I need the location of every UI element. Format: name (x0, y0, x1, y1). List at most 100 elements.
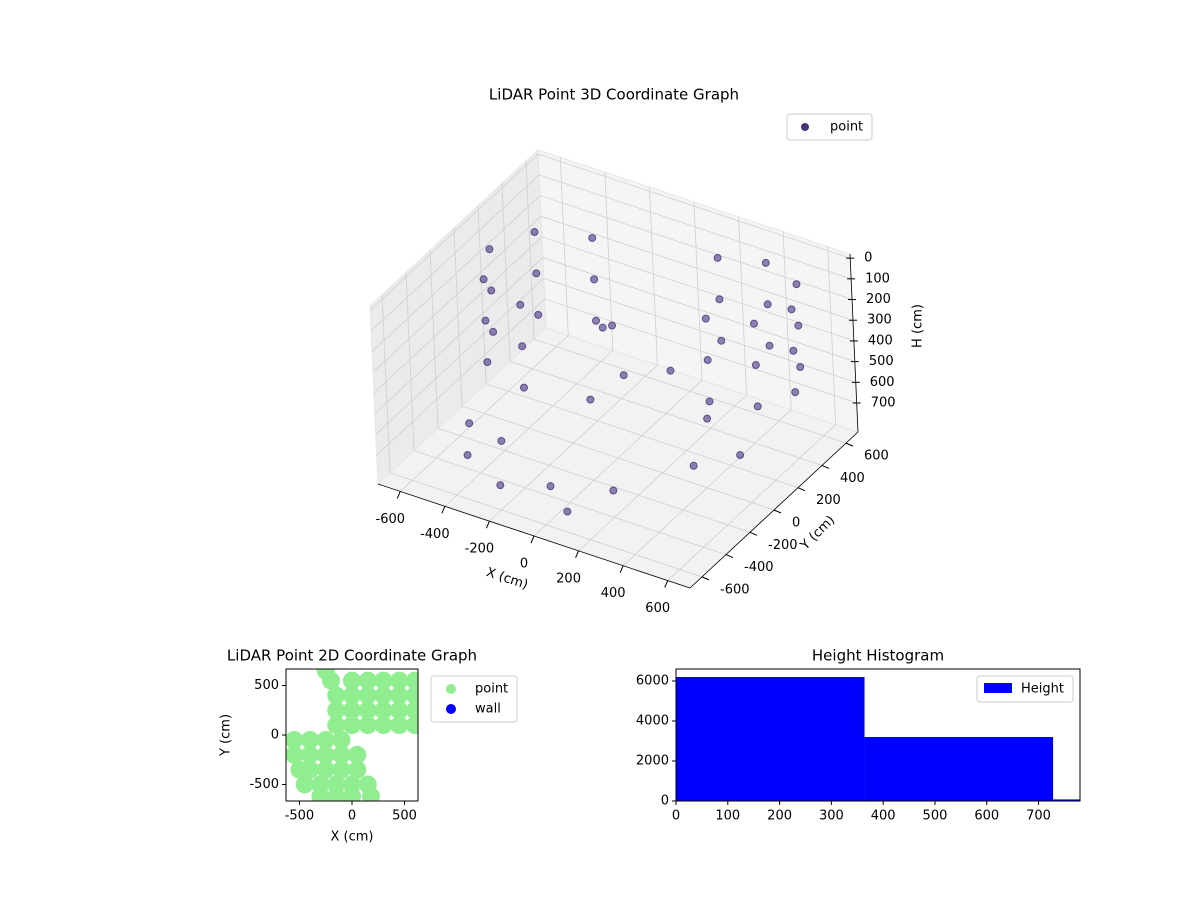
grid-line (374, 257, 855, 414)
y-tick (773, 509, 782, 514)
legend-label: point (830, 120, 863, 135)
point (705, 397, 714, 406)
point (483, 358, 492, 367)
y-tick (701, 576, 710, 581)
y-tick-label: -500 (249, 777, 279, 792)
point (332, 760, 351, 779)
grid-line (375, 277, 856, 435)
point (343, 701, 361, 720)
grid-line (376, 298, 857, 456)
x-tick-label: -600 (376, 512, 406, 527)
point (374, 716, 393, 735)
grid-line (372, 215, 854, 373)
legend-label: wall (475, 702, 501, 717)
point (374, 671, 393, 690)
legend-box (786, 113, 873, 141)
point (753, 402, 762, 411)
x-tick (396, 491, 401, 499)
bar (864, 737, 1054, 801)
grid-line (369, 153, 851, 311)
x-tick-label: 600 (645, 601, 670, 616)
plot-area (676, 677, 1080, 801)
x-axis (377, 483, 691, 589)
x-tick-label: -500 (285, 809, 315, 824)
y-tick (725, 554, 734, 559)
bar (676, 677, 865, 801)
point (406, 671, 418, 690)
point (761, 258, 770, 267)
y-axis-label: Y (cm) (797, 513, 838, 554)
x-tick-label: 600 (974, 809, 999, 824)
x-axis-label: X (cm) (331, 830, 374, 845)
grid-line (373, 236, 855, 394)
point (792, 280, 801, 289)
y-tick (749, 531, 758, 536)
x-tick-label: 200 (556, 571, 581, 586)
chart-title: LiDAR Point 2D Coordinate Graph (227, 647, 477, 665)
point (481, 316, 490, 325)
grid-line (429, 250, 751, 533)
x-tick-label: 200 (767, 809, 792, 824)
point (374, 686, 393, 705)
point (327, 701, 346, 720)
bar (1053, 799, 1080, 801)
y-tick-label: 500 (254, 678, 279, 693)
point (519, 383, 528, 392)
y-tick-label: 6000 (636, 674, 669, 689)
z-tick-label: 700 (871, 396, 896, 411)
point (789, 346, 798, 355)
point (465, 419, 474, 428)
z-tick-label: 100 (865, 271, 890, 286)
z-tick-label: 600 (870, 375, 895, 390)
point (295, 775, 314, 794)
grid-line (405, 272, 727, 555)
x-tick (664, 580, 669, 588)
point (374, 701, 393, 720)
point (311, 787, 330, 801)
point (316, 730, 335, 749)
point (591, 316, 600, 325)
grid-line (525, 161, 847, 444)
point (791, 388, 800, 397)
x-tick-label: -400 (420, 527, 450, 542)
point (390, 716, 409, 735)
x-tick-label: 300 (819, 809, 844, 824)
point (332, 745, 351, 764)
axes-frame (675, 668, 1081, 802)
grid-line (489, 187, 658, 522)
z-tick-label: 0 (864, 251, 872, 266)
chart-title: Height Histogram (812, 647, 944, 665)
grid-line (444, 172, 614, 507)
point (736, 451, 745, 460)
chart-title: LiDAR Point 3D Coordinate Graph (489, 86, 739, 104)
y-tick (797, 487, 806, 492)
point (343, 686, 361, 705)
y-tick-label: -600 (720, 582, 750, 597)
legend-marker (446, 704, 456, 714)
point (516, 300, 525, 309)
point (358, 716, 377, 735)
y-tick-label: 400 (840, 471, 865, 486)
grid-line (400, 157, 569, 492)
z-tick-label: 500 (869, 354, 894, 369)
grid-line (371, 195, 853, 352)
plot-area (286, 669, 418, 801)
point (487, 286, 496, 295)
legend-swatch (984, 683, 1012, 693)
point (530, 228, 539, 237)
point (703, 356, 712, 365)
point (765, 341, 774, 350)
point (763, 300, 772, 309)
point (479, 275, 488, 284)
point (751, 361, 760, 370)
point (497, 436, 506, 445)
grid-line (370, 174, 852, 332)
grid-line (667, 246, 837, 581)
point (689, 461, 698, 470)
x-tick (530, 535, 535, 544)
y-tick (821, 464, 830, 469)
grid-line (381, 294, 703, 578)
z-tick-label: 400 (868, 333, 893, 348)
x-tick-label: 400 (871, 809, 896, 824)
